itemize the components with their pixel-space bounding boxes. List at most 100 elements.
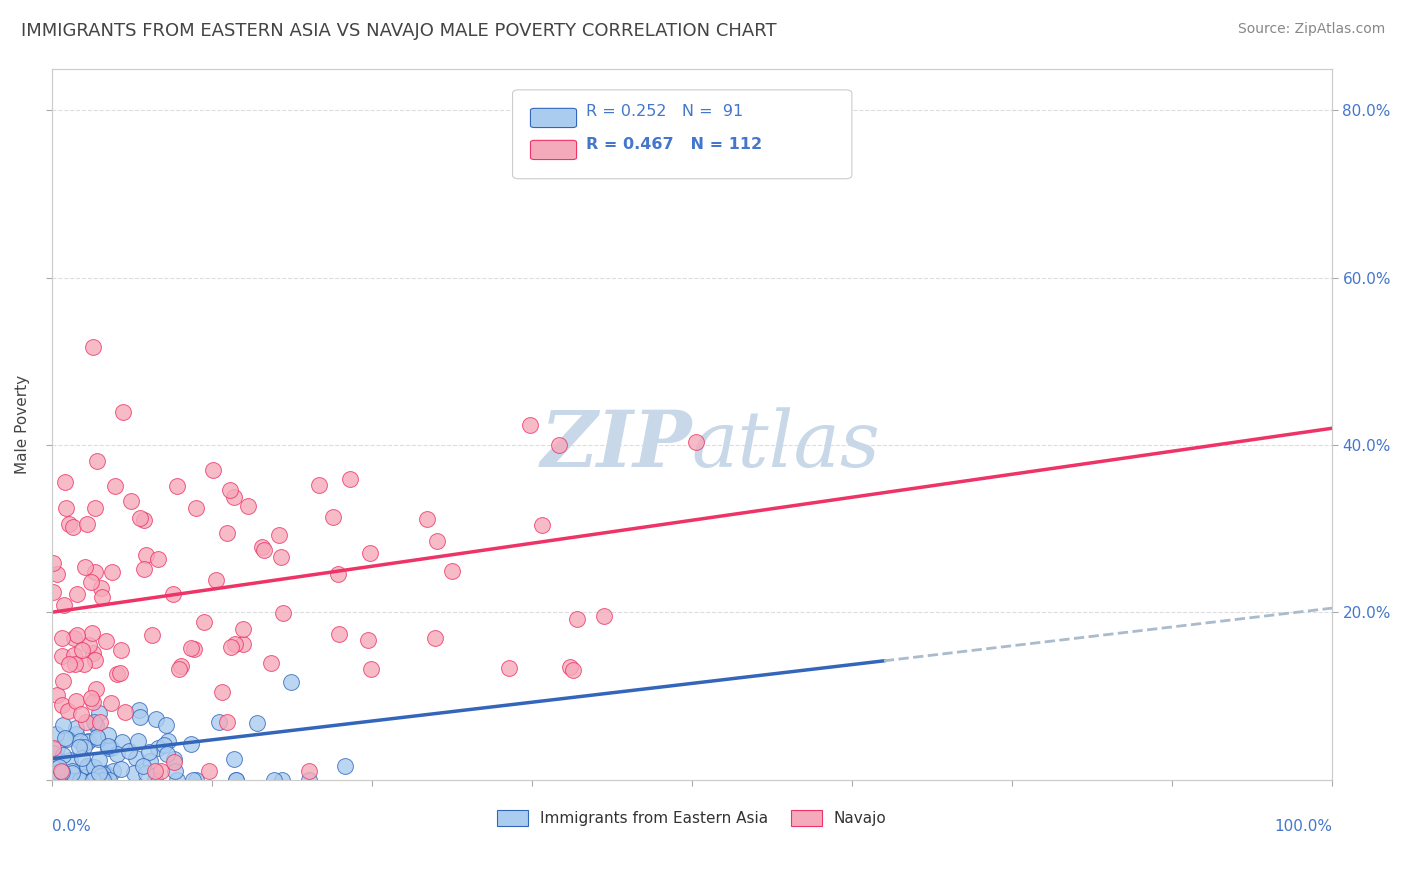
Point bbox=[166, 772, 188, 787]
Point bbox=[141, 628, 163, 642]
Point bbox=[143, 772, 166, 787]
Point bbox=[69, 772, 91, 787]
Point bbox=[333, 759, 356, 773]
Point bbox=[58, 516, 80, 531]
FancyBboxPatch shape bbox=[530, 108, 576, 128]
Point bbox=[69, 734, 91, 748]
Point bbox=[87, 731, 110, 746]
Point bbox=[498, 661, 520, 675]
Point bbox=[52, 673, 75, 688]
Point bbox=[73, 740, 96, 755]
Point bbox=[565, 612, 588, 626]
Point bbox=[55, 501, 77, 516]
Point bbox=[120, 493, 142, 508]
Point bbox=[86, 681, 108, 696]
Point bbox=[252, 541, 274, 555]
Point bbox=[180, 640, 202, 655]
Point bbox=[82, 625, 104, 640]
Point bbox=[360, 662, 382, 676]
Point bbox=[339, 472, 361, 486]
Point bbox=[519, 417, 541, 432]
Point bbox=[89, 753, 111, 767]
Point bbox=[42, 556, 65, 570]
Point bbox=[201, 463, 224, 477]
Point bbox=[593, 609, 616, 624]
Point bbox=[271, 607, 294, 621]
Point bbox=[83, 500, 105, 515]
Text: R = 0.252   N =  91: R = 0.252 N = 91 bbox=[585, 103, 742, 119]
Point bbox=[46, 750, 69, 764]
Point bbox=[208, 714, 231, 729]
Text: ZIP: ZIP bbox=[540, 407, 692, 483]
Point bbox=[224, 637, 246, 651]
Point bbox=[135, 766, 157, 780]
Point bbox=[75, 714, 97, 729]
Point bbox=[253, 543, 276, 558]
Point bbox=[42, 740, 65, 755]
Point bbox=[225, 772, 247, 787]
Y-axis label: Male Poverty: Male Poverty bbox=[15, 375, 30, 474]
Point bbox=[86, 454, 108, 468]
Point bbox=[326, 566, 349, 581]
Text: 100.0%: 100.0% bbox=[1274, 819, 1331, 834]
Text: IMMIGRANTS FROM EASTERN ASIA VS NAVAJO MALE POVERTY CORRELATION CHART: IMMIGRANTS FROM EASTERN ASIA VS NAVAJO M… bbox=[21, 22, 776, 40]
Point bbox=[143, 764, 166, 779]
Point bbox=[100, 696, 122, 710]
Point bbox=[118, 744, 141, 758]
Point bbox=[101, 764, 124, 779]
Point bbox=[69, 772, 91, 787]
Point bbox=[134, 562, 156, 576]
Point bbox=[90, 769, 112, 783]
Point bbox=[79, 638, 101, 652]
Point bbox=[416, 512, 439, 526]
Point bbox=[65, 694, 87, 708]
Point bbox=[128, 511, 150, 525]
Point bbox=[204, 573, 226, 587]
Point bbox=[685, 435, 707, 450]
Point bbox=[219, 640, 242, 654]
Point bbox=[232, 637, 254, 651]
Point bbox=[149, 764, 172, 779]
Point bbox=[94, 767, 117, 781]
Point bbox=[42, 746, 65, 760]
Point bbox=[166, 479, 188, 493]
Point bbox=[62, 520, 84, 534]
Point bbox=[51, 748, 73, 763]
Point bbox=[280, 675, 302, 690]
Point bbox=[55, 731, 77, 745]
Point bbox=[97, 728, 120, 742]
Point bbox=[165, 764, 187, 778]
Point bbox=[322, 510, 344, 524]
Point bbox=[222, 752, 245, 766]
Point bbox=[127, 734, 149, 748]
Point bbox=[45, 741, 67, 756]
Point bbox=[82, 772, 104, 787]
FancyBboxPatch shape bbox=[530, 140, 576, 160]
Text: 0.0%: 0.0% bbox=[52, 819, 90, 834]
Point bbox=[426, 534, 449, 549]
Point bbox=[246, 716, 269, 731]
Point bbox=[84, 717, 107, 731]
Point bbox=[134, 513, 156, 527]
Point bbox=[63, 631, 86, 645]
Point bbox=[51, 648, 73, 663]
Point bbox=[232, 622, 254, 636]
Point bbox=[558, 659, 581, 673]
Point bbox=[65, 657, 87, 672]
Point bbox=[46, 566, 69, 581]
Text: atlas: atlas bbox=[692, 408, 880, 483]
Point bbox=[87, 770, 110, 784]
Point bbox=[60, 765, 83, 780]
Point bbox=[87, 706, 110, 720]
Point bbox=[146, 551, 169, 566]
Point bbox=[52, 718, 75, 732]
Point bbox=[73, 770, 96, 784]
Point bbox=[101, 565, 124, 579]
Point bbox=[163, 752, 186, 766]
Point bbox=[90, 590, 112, 604]
Point bbox=[184, 501, 207, 516]
Point bbox=[110, 762, 132, 776]
Point bbox=[65, 721, 87, 735]
Point bbox=[63, 648, 86, 662]
Point bbox=[270, 772, 292, 787]
